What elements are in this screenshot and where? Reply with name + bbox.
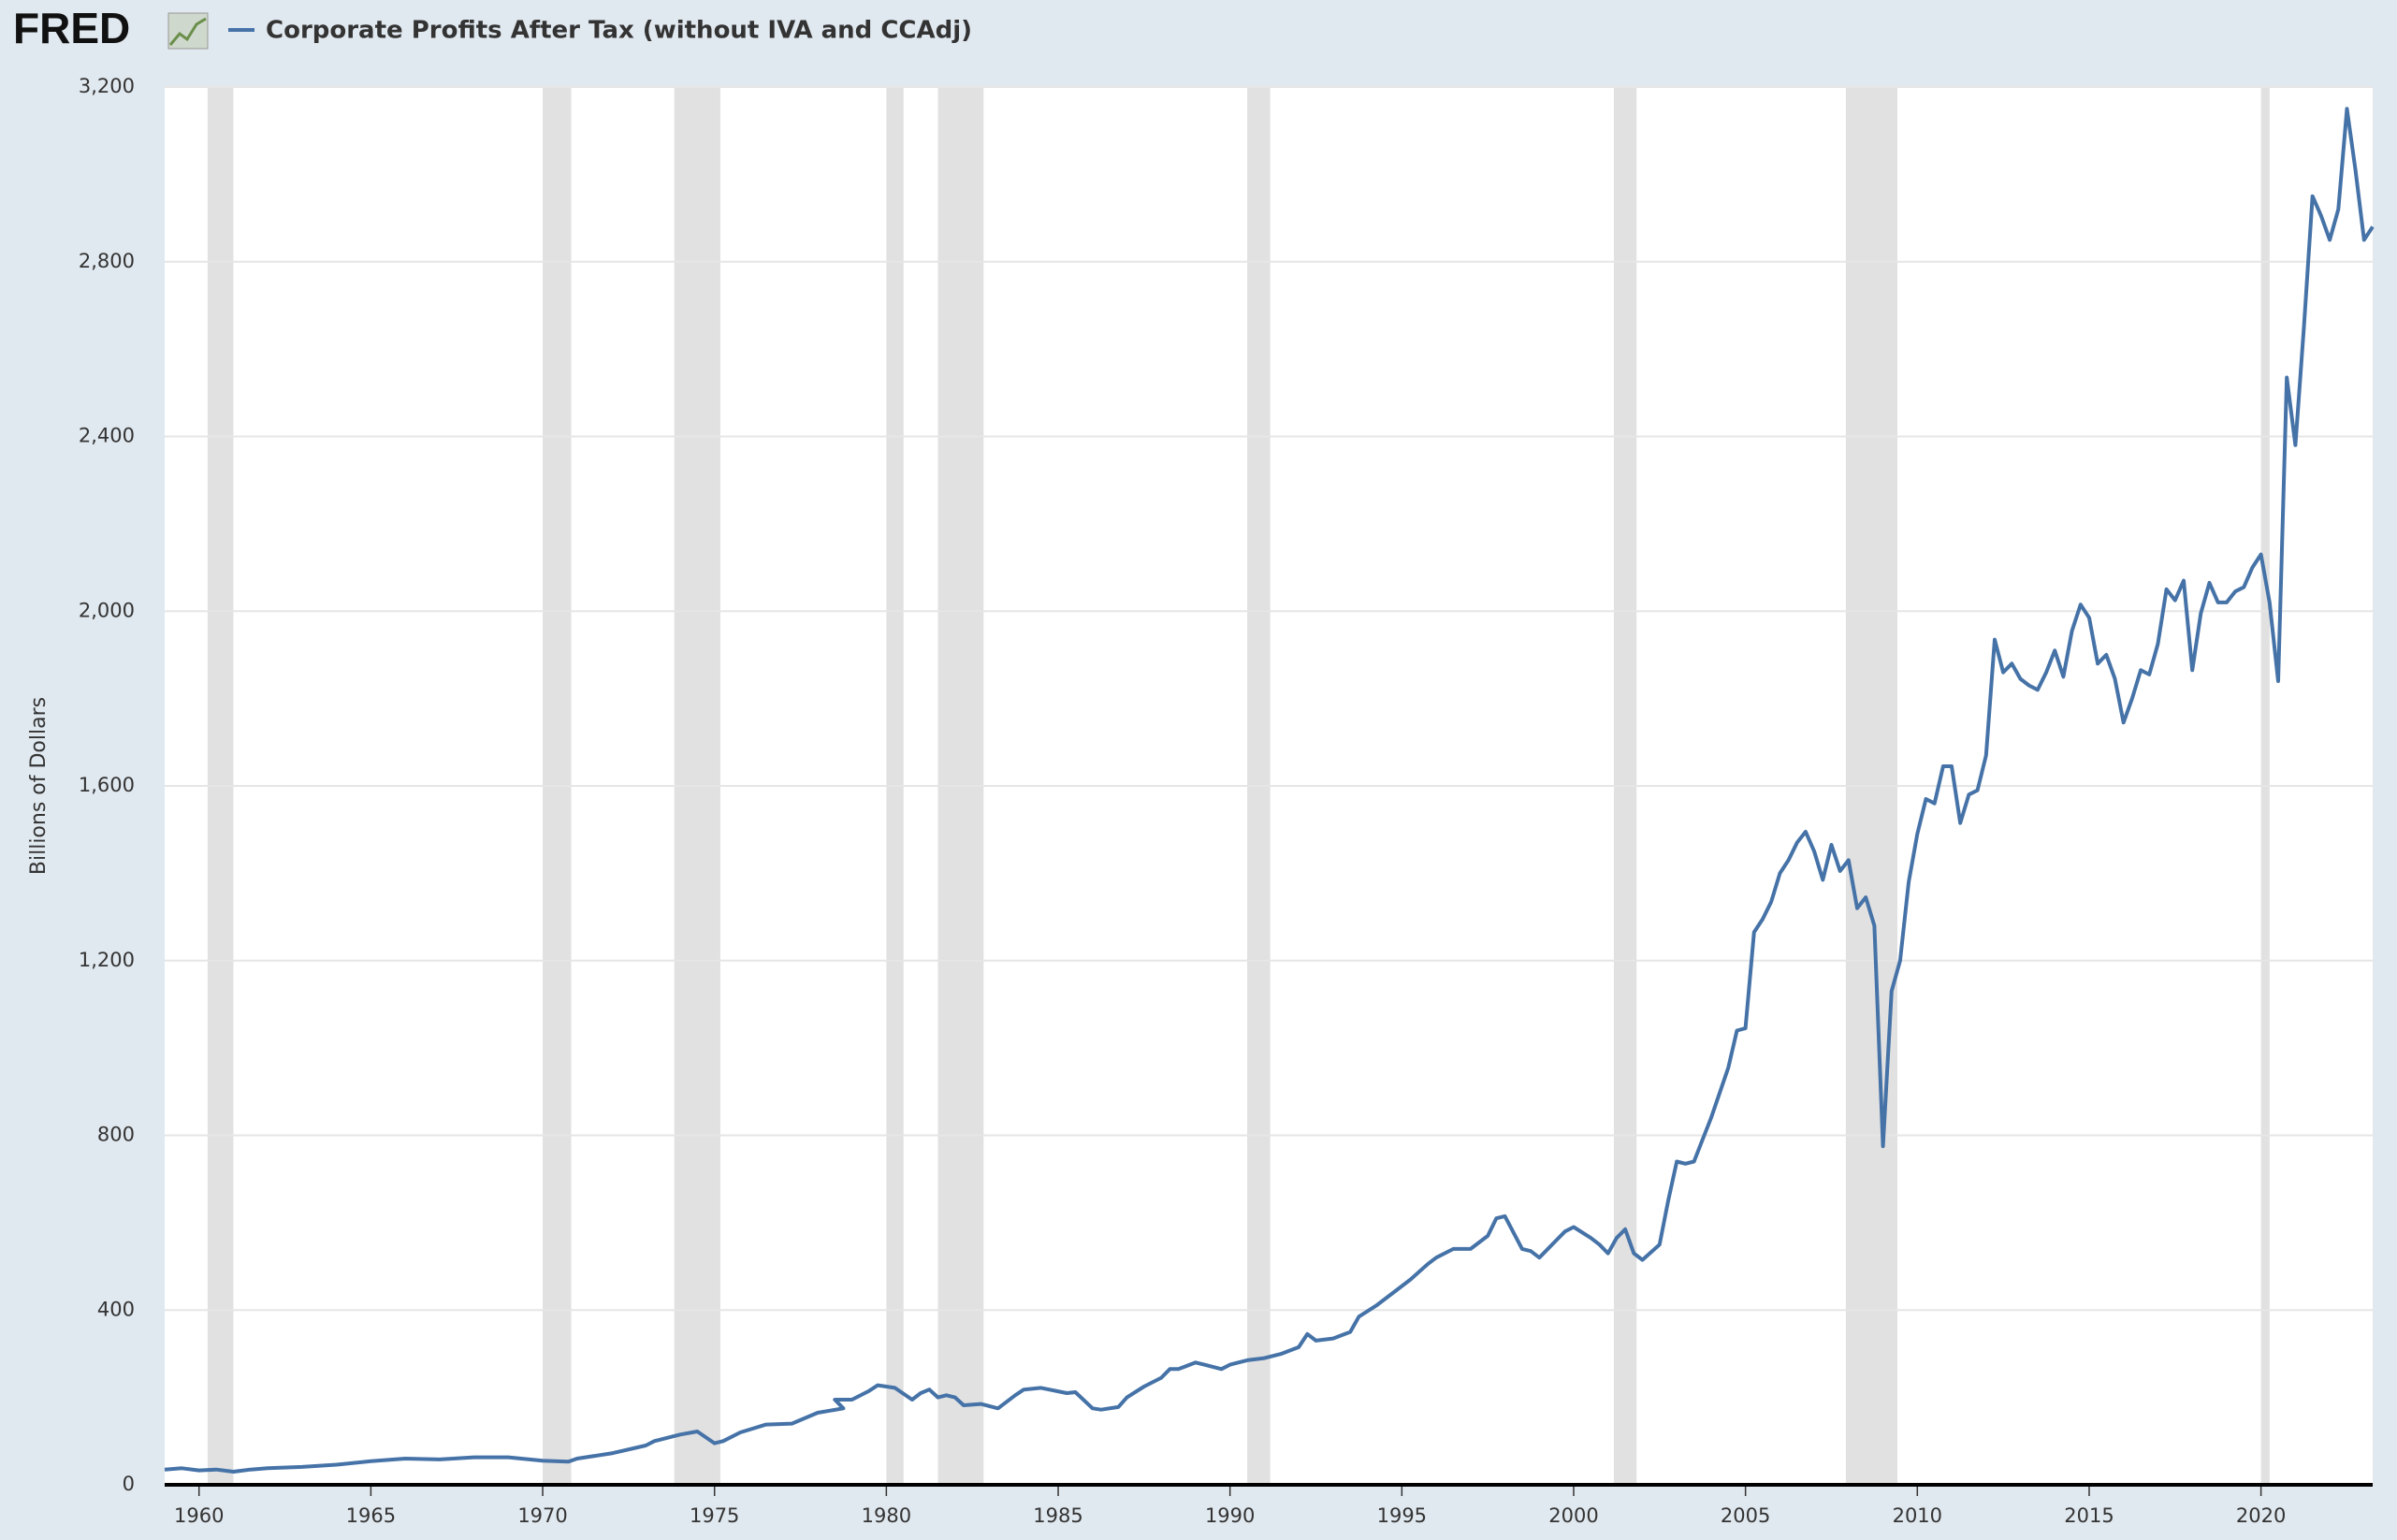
y-tick-label: 800 bbox=[97, 1124, 135, 1146]
y-tick-label: 2,000 bbox=[79, 599, 135, 621]
x-tick-label: 1980 bbox=[862, 1504, 911, 1527]
legend-label: Corporate Profits After Tax (without IVA… bbox=[266, 17, 972, 45]
x-tick-label: 2005 bbox=[1721, 1504, 1770, 1527]
y-axis-label: Billions of Dollars bbox=[27, 697, 51, 875]
x-tick-label: 1985 bbox=[1033, 1504, 1082, 1527]
x-tick-label: 2000 bbox=[1548, 1504, 1598, 1527]
x-tick-label: 1975 bbox=[690, 1504, 739, 1527]
y-tick-label: 1,200 bbox=[79, 949, 135, 971]
x-tick-label: 2015 bbox=[2064, 1504, 2114, 1527]
y-tick-label: 2,800 bbox=[79, 250, 135, 272]
x-tick-label: 2010 bbox=[1893, 1504, 1942, 1527]
x-tick-label: 1970 bbox=[517, 1504, 567, 1527]
x-tick-label: 1990 bbox=[1205, 1504, 1255, 1527]
x-tick-label: 2020 bbox=[2236, 1504, 2286, 1527]
y-tick-label: 400 bbox=[97, 1298, 135, 1320]
logo[interactable]: FRED bbox=[13, 4, 130, 52]
x-tick-label: 1960 bbox=[174, 1504, 224, 1527]
logo-icon bbox=[167, 12, 209, 50]
y-tick-label: 3,200 bbox=[79, 75, 135, 97]
y-tick-label: 1,600 bbox=[79, 774, 135, 796]
x-tick-label: 1995 bbox=[1377, 1504, 1427, 1527]
line-series bbox=[164, 107, 2375, 1474]
y-tick-label: 2,400 bbox=[79, 425, 135, 447]
x-tick-label: 1965 bbox=[346, 1504, 396, 1527]
y-tick-label: 0 bbox=[123, 1473, 135, 1495]
